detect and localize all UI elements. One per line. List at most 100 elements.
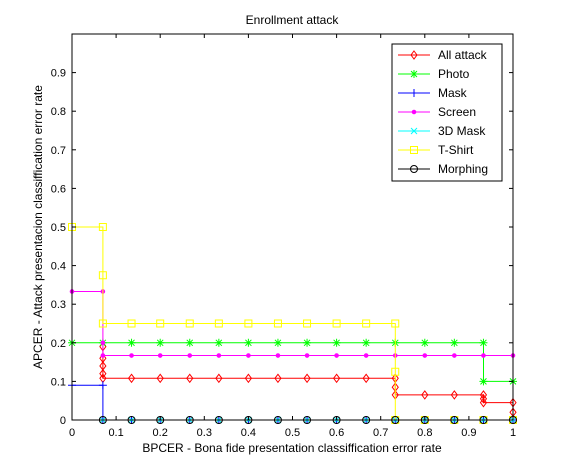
screen-point [275,353,281,358]
all-attack-point [479,393,488,404]
legend-label: Screen [438,105,476,119]
x-tick-label: 0.7 [373,427,388,439]
legend-entry-photo: Photo [398,67,470,81]
photo-point [156,338,165,347]
mask-point [98,381,107,390]
all-attack-point [186,373,194,384]
all-attack-point [450,390,458,400]
t-shirt-point [332,319,341,328]
screen-point [187,353,193,358]
legend-label: T-Shirt [438,143,474,157]
y-tick-label: 0.1 [51,376,66,388]
y-tick-label: 0.2 [51,338,66,350]
all-attack-point [303,373,311,384]
photo-point [214,338,223,347]
screen-point [100,353,106,358]
x-tick-label: 1 [510,427,516,439]
legend-entry-mask: Mask [398,86,468,100]
t-shirt-point [156,319,165,328]
series-all-attack [99,341,517,418]
legend-marker [410,165,418,173]
photo-point [303,338,312,347]
legend-entry-t-shirt: T-Shirt [398,143,474,157]
all-attack-point [99,368,107,379]
screen-point [481,353,486,358]
t-shirt-point [391,319,400,328]
legend-marker [410,70,418,78]
legend-entry-morphing: Morphing [398,162,488,176]
t-shirt-point [98,223,107,231]
all-attack-point [332,373,341,384]
legend-marker [411,109,417,115]
x-tick-label: 0.4 [241,427,256,439]
y-tick-label: 0.9 [51,68,66,80]
t-shirt-point [391,367,400,376]
all-attack-point [274,373,282,384]
t-shirt-point [185,319,194,328]
legend-label: Morphing [438,162,488,176]
legend-marker [410,146,418,154]
photo-point [273,338,282,347]
photo-point [420,338,429,347]
all-attack-point [421,390,429,400]
y-tick-label: 0.5 [51,222,66,234]
all-attack-point [127,373,136,384]
photo-point [362,338,371,347]
screen-point [100,340,106,346]
screen-point [422,353,428,358]
photo-point [479,338,488,347]
y-tick-label: 0.4 [51,261,66,273]
t-shirt-point [98,319,107,328]
legend-marker [410,50,418,60]
screen-point [334,353,339,358]
x-tick-label: 0.1 [108,427,123,439]
x-axis-label: BPCER - Bona fide presentation classiffi… [142,441,442,455]
all-attack-point [156,373,164,384]
x-tick-label: 0.5 [285,427,300,439]
t-shirt-point [303,319,312,328]
x-axis-ticks: 0 0.1 0.2 0.3 0.4 0.5 0.6 0.7 0.8 0.9 1 [69,34,516,439]
y-tick-label: 0.7 [51,145,66,157]
photo-point [127,338,136,347]
photo-point [479,377,488,386]
legend-entry-all-attack: All attack [398,48,488,62]
x-tick-label: 0 [69,427,75,439]
all-attack-point [479,397,488,408]
all-attack-point [215,373,223,384]
legend-entry-3d-mask: 3D Mask [398,124,486,138]
screen-point [129,353,134,358]
y-tick-label: 0.8 [51,106,66,118]
legend-label: All attack [438,48,488,62]
t-shirt-point [244,319,253,328]
all-attack-point [362,373,370,384]
t-shirt-point [98,271,107,280]
all-attack-point [244,373,253,384]
x-tick-label: 0.3 [197,427,212,439]
x-tick-label: 0.8 [417,427,432,439]
photo-point [450,338,459,347]
screen-point [452,353,457,358]
t-shirt-point [273,319,282,328]
y-tick-label: 0.3 [51,299,66,311]
y-tick-label: 0 [60,415,66,427]
t-shirt-point [127,319,136,328]
screen-point [216,353,222,358]
legend-entry-screen: Screen [398,105,476,119]
x-tick-label: 0.9 [461,427,476,439]
x-tick-label: 0.2 [153,427,168,439]
x-tick-label: 0.6 [329,427,344,439]
legend-marker [410,127,418,135]
y-axis-label: APCER - Attack presentacion classifficat… [31,85,45,369]
legend-marker [410,89,418,97]
screen-point [363,353,369,358]
legend-label: Photo [438,67,470,81]
t-shirt-point [362,319,371,328]
photo-point [332,338,341,347]
y-tick-label: 0.6 [51,183,66,195]
series-screen [69,289,516,358]
screen-point [246,353,251,358]
screen-point [157,353,163,358]
chart-title: Enrollment attack [246,13,340,27]
legend-label: Mask [438,86,468,100]
